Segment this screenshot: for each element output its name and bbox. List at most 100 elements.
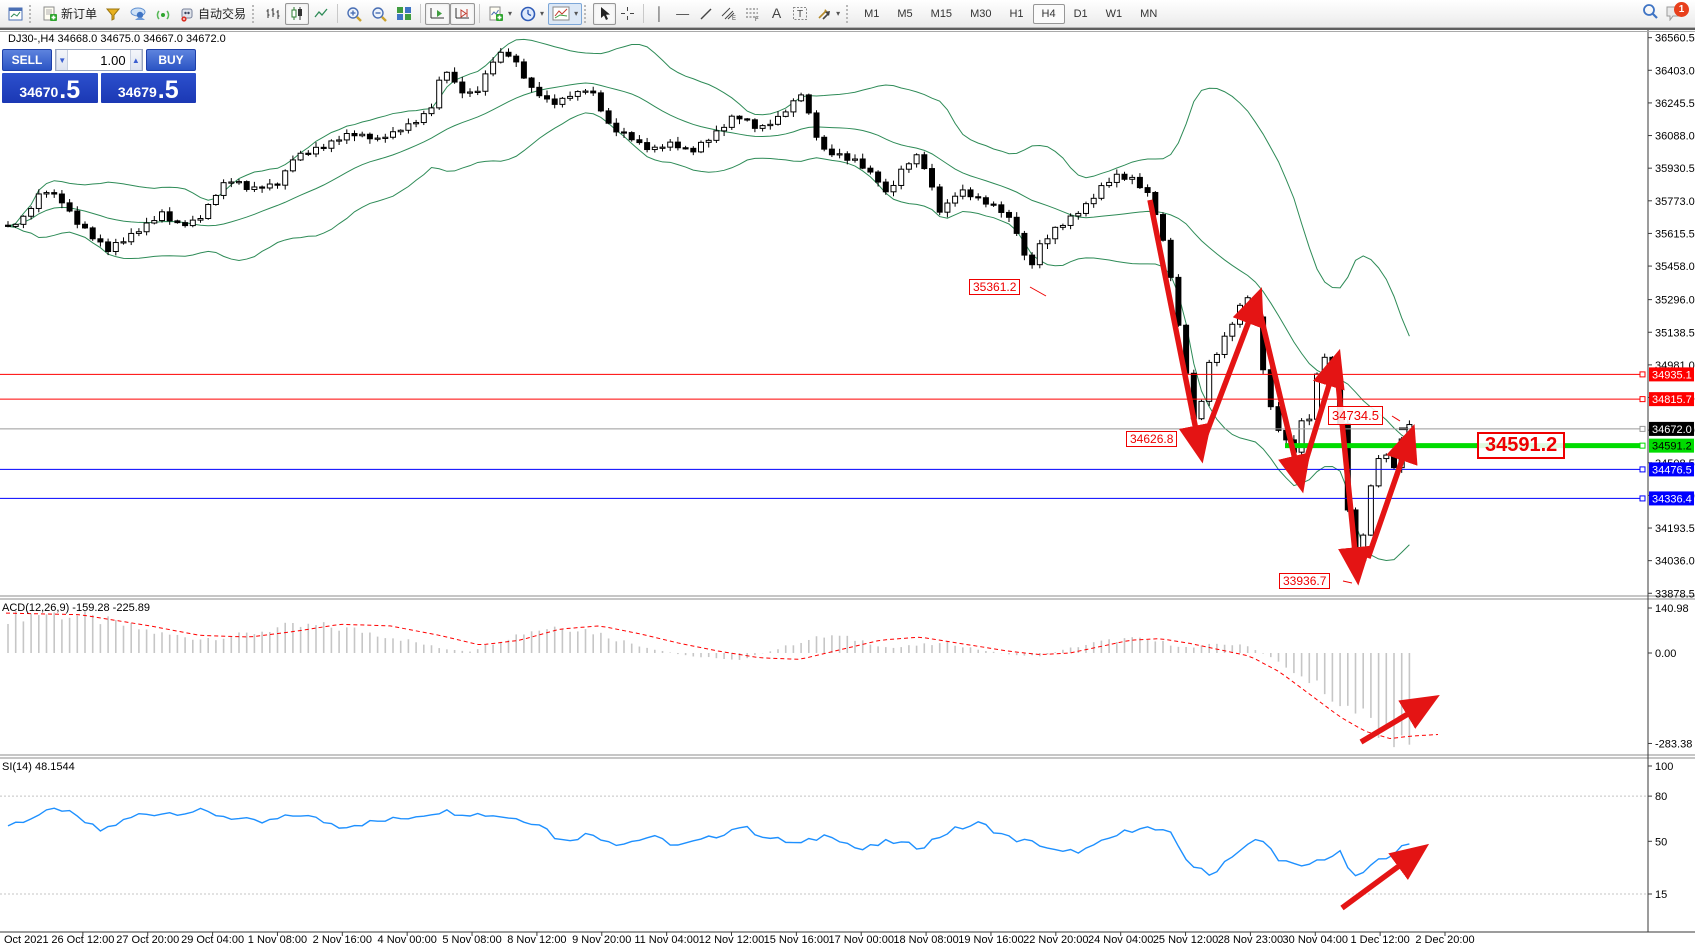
- zoom-in-icon[interactable]: [342, 3, 367, 25]
- svg-text:9 Nov 20:00: 9 Nov 20:00: [572, 934, 631, 946]
- time-axis[interactable]: Oct 2021 26 Oct 12:00 27 Oct 20:00 29 Oct 0…: [4, 932, 1475, 946]
- macd-label: ACD(12,26,9) -159.28 -225.89: [2, 602, 150, 614]
- svg-text:34672.0: 34672.0: [1652, 424, 1692, 436]
- zoom-out-icon[interactable]: [367, 3, 392, 25]
- volume-decrement-button[interactable]: ▼: [56, 50, 69, 70]
- buy-button[interactable]: BUY: [146, 49, 196, 71]
- buy-price-int: 34679: [117, 84, 157, 100]
- label-tool-icon[interactable]: T: [788, 3, 812, 25]
- signals-icon[interactable]: [151, 3, 175, 25]
- dropdown-caret: ▾: [540, 9, 545, 18]
- autotrade-button[interactable]: 自动交易: [175, 3, 250, 25]
- sell-price-frac: .5: [59, 76, 81, 104]
- dropdown-caret: ▾: [836, 9, 841, 18]
- svg-text:29 Oct 04:00: 29 Oct 04:00: [181, 934, 244, 946]
- volume-input[interactable]: [68, 50, 130, 70]
- svg-text:15: 15: [1655, 889, 1667, 901]
- chart-window-border: [0, 28, 1695, 30]
- cursor-tool-icon[interactable]: [593, 2, 617, 25]
- trend-arrows-layer: [1147, 199, 1440, 911]
- svg-text:2 Nov 16:00: 2 Nov 16:00: [313, 934, 372, 946]
- bar-chart-icon[interactable]: [261, 3, 285, 25]
- svg-text:27 Oct 20:00: 27 Oct 20:00: [116, 934, 179, 946]
- svg-text:36403.0: 36403.0: [1655, 65, 1695, 77]
- chart-shift-icon[interactable]: [450, 2, 476, 25]
- price-label-35361[interactable]: 35361.2: [969, 279, 1021, 295]
- svg-text:Oct 2021: Oct 2021: [4, 934, 49, 946]
- add-indicator-button[interactable]: ▾: [484, 3, 516, 25]
- svg-text:18 Nov 08:00: 18 Nov 08:00: [893, 934, 958, 946]
- tab-timeframe-MN[interactable]: MN: [1140, 7, 1158, 20]
- line-chart-icon[interactable]: [309, 3, 333, 25]
- svg-text:34336.4: 34336.4: [1652, 493, 1692, 505]
- svg-text:35930.5: 35930.5: [1655, 163, 1695, 175]
- candlestick-chart-icon[interactable]: [285, 2, 310, 25]
- toolbar-separator: [337, 4, 339, 23]
- price-axis[interactable]: 36560.5 36403.0 36245.5 36088.0 35930.5 35773…: [1648, 33, 1695, 901]
- svg-text:19 Nov 16:00: 19 Nov 16:00: [958, 934, 1023, 946]
- tab-timeframe-M5[interactable]: M5: [897, 7, 913, 20]
- tab-timeframe-H1[interactable]: H1: [1009, 7, 1024, 20]
- svg-text:26 Oct 12:00: 26 Oct 12:00: [51, 934, 114, 946]
- notifications-icon[interactable]: 1: [1665, 1, 1689, 23]
- tab-timeframe-W1[interactable]: W1: [1105, 7, 1123, 20]
- equidistant-channel-tool-icon[interactable]: E: [717, 3, 741, 25]
- price-label-33936[interactable]: 33936.7: [1279, 573, 1331, 589]
- svg-text:34476.5: 34476.5: [1652, 464, 1692, 476]
- buy-price-display[interactable]: 34679.5: [100, 73, 196, 104]
- svg-text:36088.0: 36088.0: [1655, 131, 1695, 143]
- trendline-tool-icon[interactable]: [694, 3, 717, 25]
- svg-text:1 Nov 08:00: 1 Nov 08:00: [248, 934, 307, 946]
- tab-timeframe-M1[interactable]: M1: [864, 7, 880, 20]
- sell-price-display[interactable]: 34670.5: [2, 73, 98, 103]
- macd-layer: [5, 610, 1439, 748]
- tab-timeframe-H4[interactable]: H4: [1032, 3, 1065, 24]
- window-icon[interactable]: [4, 3, 27, 25]
- horizontal-line-tool-icon[interactable]: —: [676, 6, 690, 21]
- tab-timeframe-M15[interactable]: M15: [930, 7, 953, 20]
- mql-editor-icon[interactable]: [101, 3, 125, 25]
- crosshair-tool-icon[interactable]: [616, 3, 639, 25]
- svg-text:100: 100: [1655, 761, 1673, 773]
- svg-text:50: 50: [1655, 836, 1667, 848]
- svg-text:12 Nov 12:00: 12 Nov 12:00: [699, 934, 764, 946]
- svg-text:15 Nov 16:00: 15 Nov 16:00: [764, 934, 829, 946]
- toolbar-grip: [846, 4, 851, 23]
- volume-increment-button[interactable]: ▲: [129, 50, 143, 70]
- svg-text:36245.5: 36245.5: [1655, 98, 1695, 110]
- svg-text:11 Nov 04:00: 11 Nov 04:00: [634, 934, 699, 946]
- svg-text:34935.1: 34935.1: [1652, 369, 1692, 381]
- text-tool-icon[interactable]: A: [771, 5, 782, 21]
- svg-text:36560.5: 36560.5: [1655, 33, 1695, 45]
- toolbar-separator: [643, 4, 645, 23]
- toolbar-separator: [479, 4, 481, 23]
- virtual-hosting-icon[interactable]: [125, 3, 151, 25]
- toolbar-grip: [29, 4, 34, 23]
- sell-button[interactable]: SELL: [2, 49, 52, 71]
- tab-timeframe-M30[interactable]: M30: [970, 7, 992, 20]
- arrows-tool-button[interactable]: ▾: [812, 3, 844, 25]
- buy-price-frac: .5: [157, 76, 179, 104]
- tab-timeframe-D1[interactable]: D1: [1073, 7, 1088, 20]
- level-lines-layer: [0, 371, 1646, 502]
- template-button[interactable]: ▾: [548, 2, 583, 25]
- notification-badge: 1: [1674, 1, 1689, 17]
- tile-windows-icon[interactable]: [392, 3, 416, 25]
- svg-text:2 Dec 20:00: 2 Dec 20:00: [1415, 934, 1474, 946]
- price-label-34626[interactable]: 34626.8: [1126, 431, 1178, 447]
- vertical-line-tool-icon[interactable]: │: [655, 6, 664, 21]
- timeframes-button[interactable]: ▾: [516, 3, 548, 25]
- svg-text:34193.5: 34193.5: [1655, 523, 1695, 535]
- new-order-button[interactable]: 新订单: [38, 3, 101, 25]
- search-icon[interactable]: [1641, 2, 1659, 25]
- auto-scroll-icon[interactable]: [425, 2, 451, 25]
- chart-title: DJ30-,H4 34668.0 34675.0 34667.0 34672.0: [8, 33, 226, 45]
- fibonacci-tool-icon[interactable]: F: [741, 3, 765, 25]
- svg-text:-283.38: -283.38: [1655, 738, 1692, 750]
- svg-text:35138.5: 35138.5: [1655, 327, 1695, 339]
- price-label-34734[interactable]: 34734.5: [1328, 406, 1383, 425]
- price-label-34591-big[interactable]: 34591.2: [1477, 432, 1566, 459]
- toolbar-right: 1: [1641, 1, 1691, 25]
